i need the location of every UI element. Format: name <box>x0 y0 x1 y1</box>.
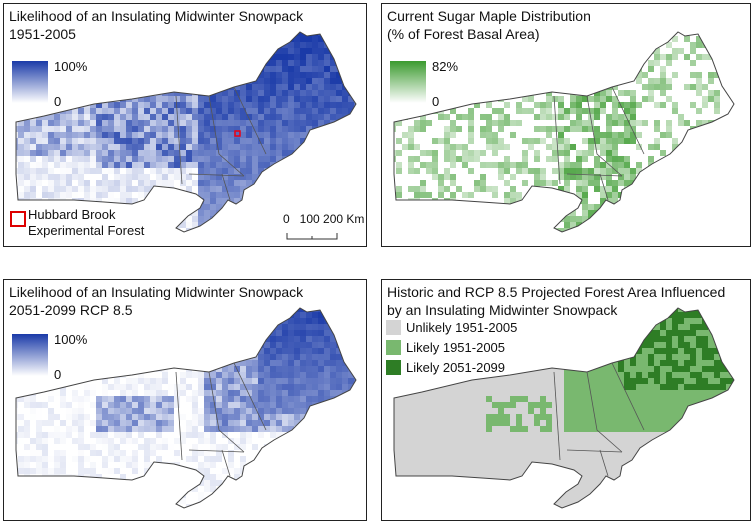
panel-title: Likelihood of an Insulating Midwinter Sn… <box>9 284 304 318</box>
panel-snowpack-historic: Likelihood of an Insulating Midwinter Sn… <box>3 3 367 247</box>
legend-max: 82% <box>432 59 459 74</box>
map-snowpack-future <box>15 307 357 509</box>
legend-max: 100% <box>54 59 88 74</box>
hubbard-brook-label: Hubbard Brook Experimental Forest <box>28 207 145 238</box>
legend-max: 100% <box>54 332 88 347</box>
legend-min: 0 <box>432 94 440 109</box>
panel-snowpack-future: Likelihood of an Insulating Midwinter Sn… <box>3 279 367 521</box>
map-snowpack-historic <box>15 31 357 240</box>
panel-title: Historic and RCP 8.5 Projected Forest Ar… <box>387 284 726 318</box>
legend-swatch <box>386 360 401 375</box>
hubbard-brook-marker <box>234 130 241 137</box>
map-projected-area <box>393 307 735 509</box>
legend-min: 0 <box>54 94 62 109</box>
legend-min: 0 <box>54 367 62 382</box>
panel-sugar-maple: Current Sugar Maple Distribution (% of F… <box>381 3 751 247</box>
panel-title: Current Sugar Maple Distribution (% of F… <box>387 8 591 42</box>
hubbard-brook-legend-box <box>10 211 26 227</box>
scale-bar <box>286 233 338 240</box>
legend-item-unlikely-historic: Unlikely 1951-2005 <box>386 320 517 335</box>
legend-swatch <box>386 340 401 355</box>
panel-projected-area: Historic and RCP 8.5 Projected Forest Ar… <box>381 279 751 521</box>
legend-swatch <box>386 320 401 335</box>
panel-title: Likelihood of an Insulating Midwinter Sn… <box>9 8 304 42</box>
legend-item-likely-historic: Likely 1951-2005 <box>386 340 505 355</box>
legend-ramp <box>12 61 48 103</box>
legend-ramp <box>390 61 426 103</box>
map-sugar-maple <box>393 31 735 233</box>
legend-item-likely-future: Likely 2051-2099 <box>386 360 505 375</box>
scale-label: 0 100 200 Km <box>283 212 365 226</box>
legend-ramp <box>12 334 48 376</box>
